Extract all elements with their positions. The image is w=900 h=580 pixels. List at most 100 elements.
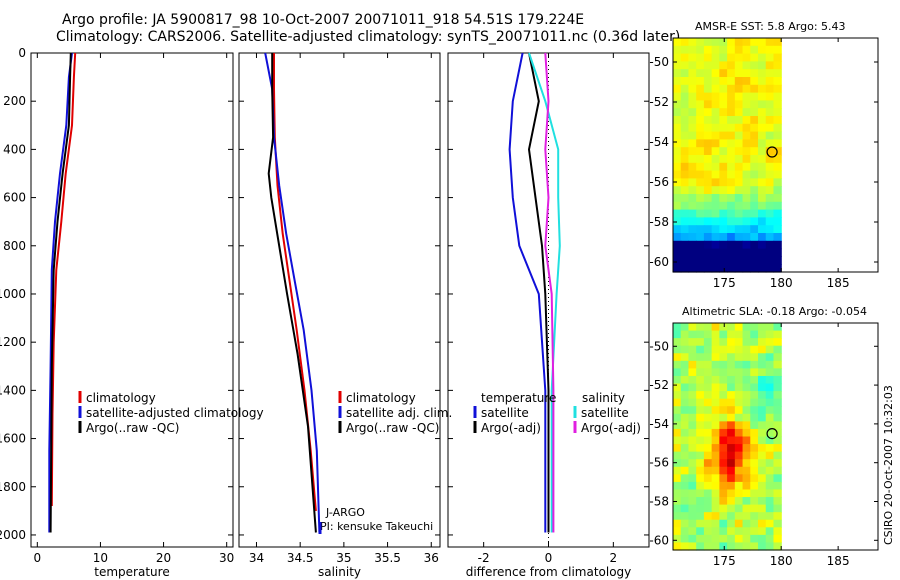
heatmap-cell (727, 53, 736, 62)
heatmap-cell (711, 534, 720, 544)
heatmap-cell (742, 84, 751, 94)
heatmap-cell (688, 147, 697, 156)
heatmap-cell (727, 481, 736, 491)
heatmap-cell (773, 436, 782, 445)
heatmap-cell (688, 398, 697, 407)
heatmap-cell (673, 330, 682, 339)
heatmap-cell (734, 233, 744, 242)
heatmap-cell (688, 248, 697, 257)
heatmap-cell (703, 100, 713, 109)
heatmap-cell (742, 474, 751, 483)
map-x-tick-label: 175 (713, 276, 736, 290)
heatmap-cell (773, 345, 782, 354)
heatmap-cell (688, 84, 697, 94)
heatmap-cell (719, 209, 728, 218)
heatmap-cell (727, 527, 736, 536)
heatmap-cell (719, 162, 728, 172)
heatmap-cell (673, 201, 682, 211)
heatmap-cell (703, 116, 713, 125)
heatmap-cell (727, 233, 736, 242)
heatmap-cell (773, 534, 782, 544)
heatmap-cell (703, 474, 713, 483)
heatmap-cell (765, 444, 775, 453)
heatmap-cell (711, 398, 720, 407)
heatmap-cell (696, 131, 705, 140)
heatmap-cell (765, 256, 775, 265)
heatmap-cell (711, 139, 720, 148)
heatmap-cell (673, 353, 682, 362)
heatmap-cell (711, 323, 720, 332)
heatmap-cell (758, 421, 767, 430)
y-tick-label: 0 (18, 46, 26, 60)
heatmap-cell (765, 240, 775, 250)
heatmap-cell (727, 92, 736, 101)
heatmap-cell (727, 123, 736, 133)
heatmap-cell (680, 38, 690, 47)
heatmap-cell (765, 139, 775, 148)
heatmap-cell (765, 451, 775, 460)
heatmap-cell (680, 406, 690, 415)
heatmap-cell (765, 383, 775, 392)
heatmap-cell (680, 162, 690, 172)
heatmap-cell (727, 264, 736, 273)
heatmap-cell (680, 170, 690, 179)
heatmap-cell (719, 53, 728, 62)
heatmap-cell (765, 186, 775, 195)
heatmap-cell (742, 53, 751, 62)
heatmap-cell (750, 406, 759, 415)
heatmap-cell (773, 459, 782, 468)
heatmap-cell (673, 264, 682, 273)
heatmap-cell (711, 61, 720, 70)
heatmap-cell (727, 248, 736, 257)
heatmap-cell (673, 100, 682, 109)
heatmap-cell (703, 84, 713, 94)
heatmap-cell (758, 489, 767, 498)
heatmap-cell (703, 323, 713, 332)
heatmap-cell (734, 519, 744, 528)
heatmap-cell (696, 444, 705, 453)
map-y-tick-label: -60 (649, 255, 669, 269)
heatmap-cell (711, 225, 720, 234)
heatmap-cell (719, 466, 728, 475)
heatmap-cell (719, 139, 728, 148)
heatmap-cell (688, 345, 697, 354)
heatmap-cell (758, 108, 767, 117)
heatmap-cell (711, 497, 720, 506)
heatmap-cell (742, 186, 751, 195)
heatmap-cell (727, 170, 736, 179)
heatmap-cell (758, 131, 767, 140)
heatmap-cell (688, 459, 697, 468)
map-y-tick-label: -52 (649, 95, 669, 109)
heatmap-cell (719, 398, 728, 407)
heatmap-cell (719, 512, 728, 521)
heatmap-cell (711, 38, 720, 47)
heatmap-cell (711, 123, 720, 133)
heatmap-cell (734, 391, 744, 400)
heatmap-cell (734, 38, 744, 47)
heatmap-cell (696, 45, 705, 55)
heatmap-cell (758, 383, 767, 392)
map-y-tick-label: -54 (649, 135, 669, 149)
heatmap-cell (758, 147, 767, 156)
heatmap-cell (734, 45, 744, 55)
heatmap-cell (673, 519, 682, 528)
heatmap-cell (750, 116, 759, 125)
heatmap-cell (719, 108, 728, 117)
heatmap-cell (773, 170, 782, 179)
heatmap-cell (696, 162, 705, 172)
heatmap-cell (673, 256, 682, 265)
series-line-climatology (50, 52, 77, 507)
heatmap-cell (703, 264, 713, 273)
heatmap-cell (750, 131, 759, 140)
heatmap-cell (696, 248, 705, 257)
heatmap-cell (719, 534, 728, 544)
heatmap-cell (773, 368, 782, 377)
y-tick-label: 1000 (0, 287, 26, 301)
heatmap-cell (696, 368, 705, 377)
heatmap-cell (765, 233, 775, 242)
heatmap-cell (680, 519, 690, 528)
heatmap-cell (734, 123, 744, 133)
heatmap-cell (680, 201, 690, 211)
heatmap-cell (719, 186, 728, 195)
heatmap-cell (711, 421, 720, 430)
